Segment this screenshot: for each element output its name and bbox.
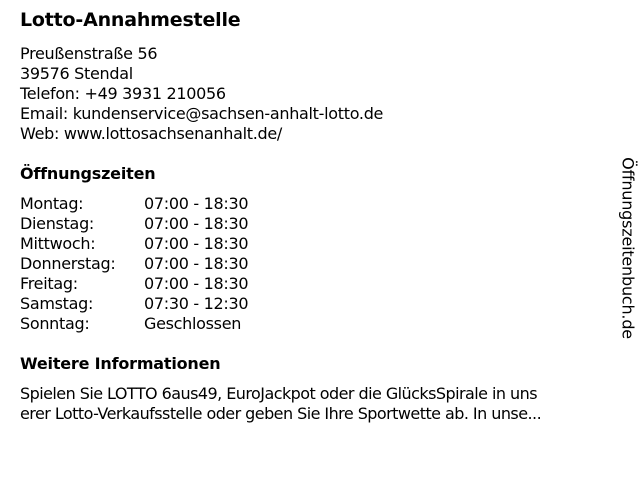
page-title: Lotto-Annahmestelle <box>20 9 241 31</box>
day-label: Freitag: <box>20 274 78 293</box>
site-watermark: Öffnungszeitenbuch.de <box>618 157 638 339</box>
day-label: Mittwoch: <box>20 234 96 253</box>
hours-heading: Öffnungszeiten <box>20 164 156 183</box>
day-label: Donnerstag: <box>20 254 116 273</box>
day-time: Geschlossen <box>144 314 242 333</box>
phone: Telefon: +49 3931 210056 <box>20 84 226 103</box>
address-city: 39576 Stendal <box>20 64 133 83</box>
day-label: Samstag: <box>20 294 94 313</box>
day-label: Sonntag: <box>20 314 90 333</box>
day-time: 07:30 - 12:30 <box>144 294 249 313</box>
info-text-line: Spielen Sie LOTTO 6aus49, EuroJackpot od… <box>20 384 538 403</box>
day-time: 07:00 - 18:30 <box>144 214 249 233</box>
day-time: 07:00 - 18:30 <box>144 254 249 273</box>
email: Email: kundenservice@sachsen-anhalt-lott… <box>20 104 384 123</box>
day-time: 07:00 - 18:30 <box>144 194 249 213</box>
day-label: Montag: <box>20 194 84 213</box>
day-time: 07:00 - 18:30 <box>144 274 249 293</box>
day-label: Dienstag: <box>20 214 95 233</box>
info-heading: Weitere Informationen <box>20 354 221 373</box>
day-time: 07:00 - 18:30 <box>144 234 249 253</box>
info-text-line: erer Lotto-Verkaufsstelle oder geben Sie… <box>20 404 542 423</box>
address-street: Preußenstraße 56 <box>20 44 158 63</box>
website: Web: www.lottosachsenanhalt.de/ <box>20 124 282 143</box>
